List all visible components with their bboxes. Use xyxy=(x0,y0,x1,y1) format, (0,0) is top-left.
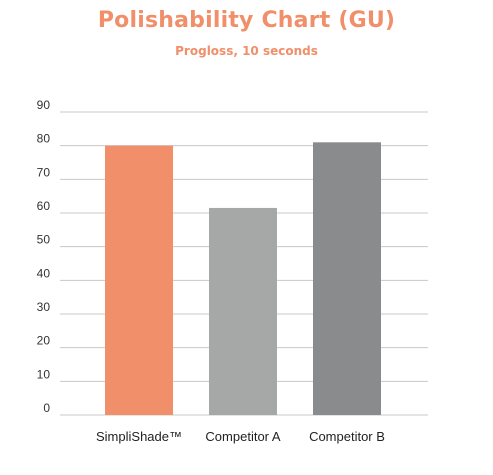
y-tick-label: 10 xyxy=(37,367,51,381)
x-axis-categories: SimpliShade™ Competitor A Competitor B xyxy=(96,429,385,444)
chart-title: Polishability Chart (GU) xyxy=(97,8,396,33)
y-tick-label: 70 xyxy=(37,165,51,179)
y-tick-label: 30 xyxy=(37,300,51,314)
bar-2 xyxy=(209,207,277,415)
y-tick-label: 80 xyxy=(37,132,51,146)
x-category-label: Competitor B xyxy=(309,429,385,444)
y-tick-label: 90 xyxy=(37,98,51,112)
y-tick-label: 40 xyxy=(37,266,51,280)
y-tick-label: 60 xyxy=(37,199,51,213)
y-tick-label: 0 xyxy=(43,401,50,415)
x-category-label: SimpliShade™ xyxy=(96,429,182,444)
y-tick-label: 20 xyxy=(37,334,51,348)
chart-subtitle: Progloss, 10 seconds xyxy=(175,44,318,58)
y-tick-label: 50 xyxy=(37,233,51,247)
bars xyxy=(105,142,381,416)
bar-1 xyxy=(105,145,173,415)
x-category-label: Competitor A xyxy=(205,429,280,444)
y-axis-ticks: 0 10 20 30 40 50 60 70 80 90 xyxy=(37,98,51,415)
bar-3 xyxy=(313,142,381,416)
